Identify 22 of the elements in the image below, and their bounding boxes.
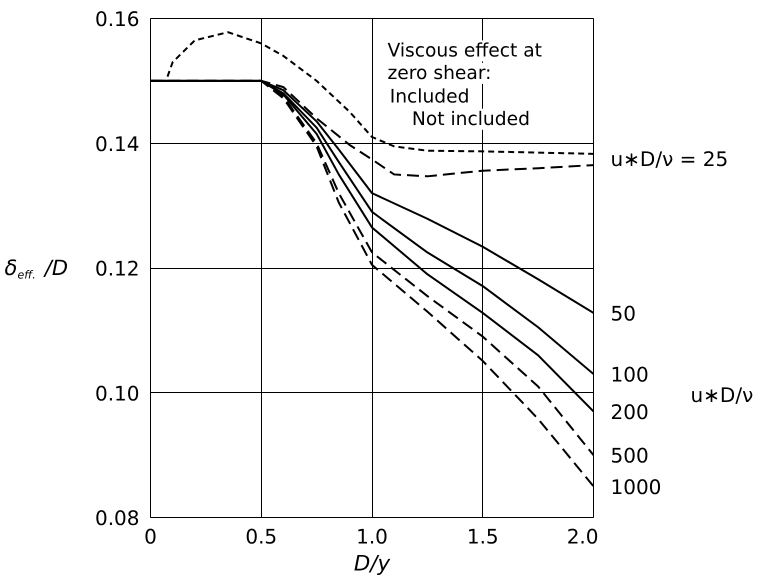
y-tick-label: 0.16 (94, 7, 140, 31)
y-tick-label: 0.12 (94, 256, 140, 280)
x-tick-label: 1.0 (356, 524, 388, 548)
series-label: 1000 (610, 474, 662, 499)
annotation: Viscous effect at (388, 40, 542, 62)
y-tick-label: 0.08 (94, 506, 140, 530)
series-label: 200 (610, 400, 649, 424)
y-tick-label: 0.14 (94, 132, 140, 156)
series-label: 500 (610, 444, 649, 468)
x-tick-label: 0.5 (245, 524, 278, 548)
series-label: 50 (610, 301, 636, 326)
x-tick-label: 0 (144, 524, 157, 548)
series-label: 100 (610, 362, 649, 387)
x-tick-label: 2.0 (566, 524, 599, 548)
x-axis-title: D/y (354, 552, 390, 576)
y-tick-label: 0.10 (94, 381, 140, 406)
annotation: Included (390, 86, 470, 108)
annotation: zero shear: (388, 62, 492, 84)
annotation: Not included (412, 108, 530, 130)
annotation: u∗D/ν = 25 (610, 146, 728, 171)
x-tick-label: 1.5 (466, 524, 499, 548)
text: u∗D/ν (690, 383, 754, 408)
